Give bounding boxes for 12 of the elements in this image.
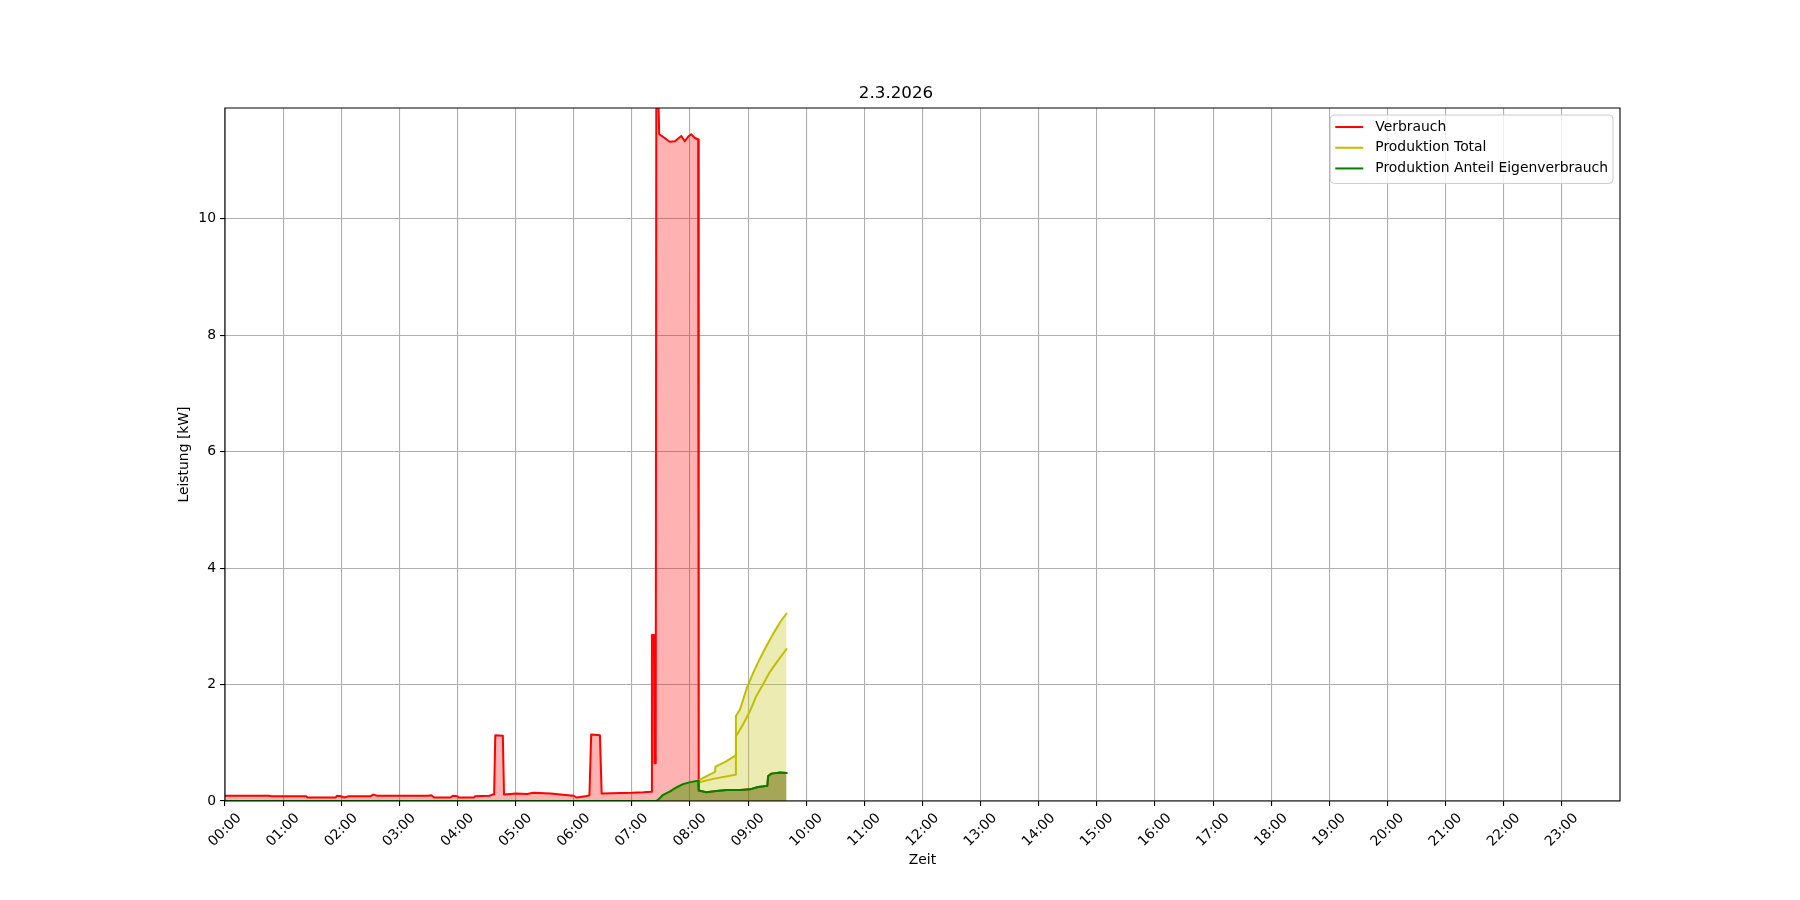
legend-label: Verbrauch — [1375, 117, 1447, 134]
y-tick-label: 4 — [207, 558, 217, 575]
y-tick-label: 10 — [198, 209, 216, 226]
legend-label: Produktion Total — [1375, 138, 1487, 155]
legend-label: Produktion Anteil Eigenverbrauch — [1375, 159, 1609, 176]
y-axis-title: Leistung [kW] — [174, 406, 191, 503]
x-axis-title: Zeit — [908, 851, 937, 868]
y-tick-label: 0 — [207, 791, 216, 808]
chart-title: 2.3.2026 — [858, 82, 934, 103]
y-tick-label: 2 — [207, 675, 216, 692]
y-tick-label: 8 — [207, 325, 216, 342]
y-tick-label: 6 — [207, 442, 216, 459]
